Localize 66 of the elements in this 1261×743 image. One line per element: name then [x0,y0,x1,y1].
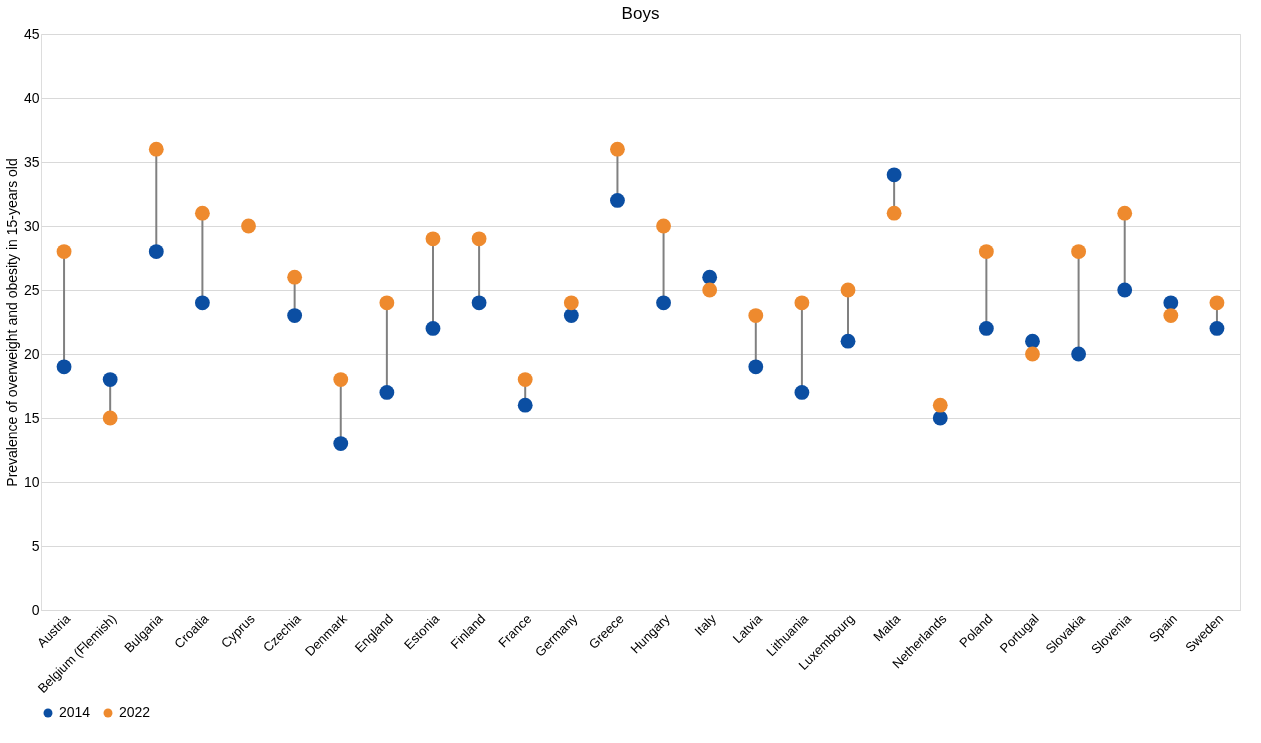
point [1117,205,1133,221]
point [1071,244,1087,259]
point [56,359,72,375]
y-axis-title: Prevalence of overweight and obesity in 15-years old [3,158,20,487]
y-tick-label: 40 [23,89,40,106]
point [978,321,994,336]
point [1025,333,1040,349]
point [102,410,118,426]
point [56,244,72,259]
y-tick-label: 45 [23,25,40,42]
point [794,385,810,400]
point [471,295,487,311]
point [610,141,625,157]
point [1163,295,1179,311]
point [1071,346,1087,362]
y-tick-label: 10 [23,473,40,490]
chart-title: Boys [621,4,660,23]
point [886,167,902,183]
point [102,372,118,387]
point [194,295,210,311]
point [148,244,164,259]
point [932,397,948,413]
y-tick-label: 20 [23,345,40,362]
point [702,269,718,285]
point [148,141,164,157]
point [932,410,948,426]
point [563,295,579,311]
point [794,295,810,311]
point [748,359,764,375]
point [379,385,395,400]
point [287,308,303,323]
point [656,218,671,234]
point [1209,295,1225,311]
point [886,205,902,221]
point [333,436,349,451]
point [425,321,441,336]
point [517,372,533,387]
y-tick-label: 25 [23,281,40,298]
point [563,308,579,323]
y-tick-label: 30 [23,217,40,234]
point [1025,346,1040,362]
point [425,231,441,247]
point [1117,282,1133,298]
legend-label: 2022 [119,704,151,720]
point [748,308,764,323]
legend-label: 2014 [59,704,91,720]
y-tick-label: 35 [23,153,40,170]
point [1163,308,1179,323]
point [840,333,856,349]
point [379,295,395,311]
point [241,218,256,234]
point [656,295,671,311]
y-tick-label: 0 [31,601,40,618]
point [194,205,210,221]
point [287,269,303,285]
point [978,244,994,259]
point [840,282,856,298]
y-tick-label: 5 [31,537,40,554]
point [610,193,625,208]
point [1209,321,1225,336]
point [517,397,533,413]
y-tick-label: 15 [23,409,40,426]
point [333,372,349,387]
point [702,282,718,298]
point [471,231,487,247]
x-tick-label: Italy [691,610,720,639]
